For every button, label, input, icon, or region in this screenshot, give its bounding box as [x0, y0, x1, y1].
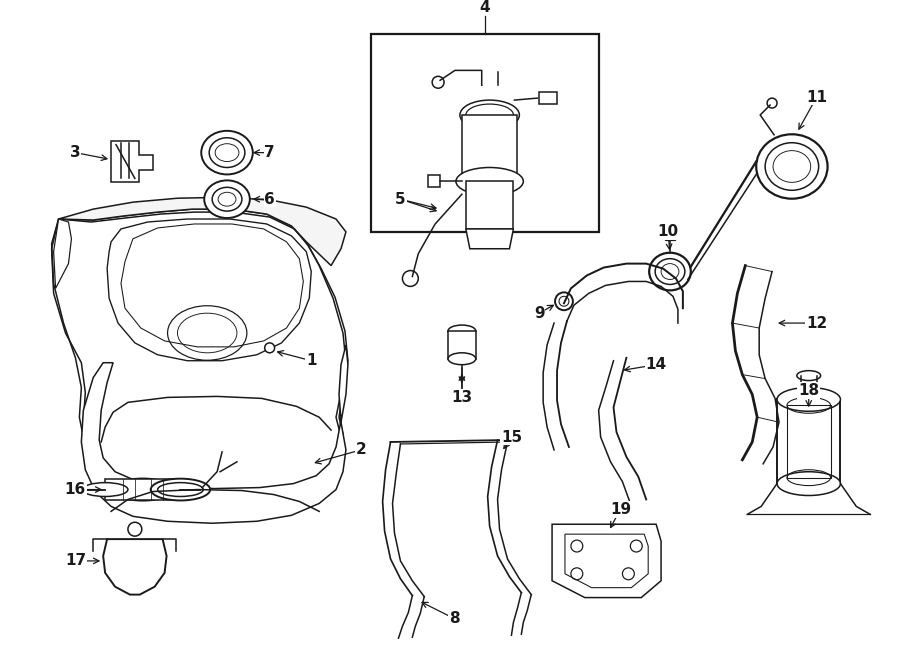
Polygon shape	[51, 209, 346, 494]
Bar	[428, 175, 440, 187]
Circle shape	[556, 293, 572, 309]
Ellipse shape	[202, 131, 253, 175]
Text: 3: 3	[70, 145, 81, 160]
Text: 7: 7	[265, 145, 275, 160]
Bar	[462, 115, 517, 179]
Bar	[787, 405, 831, 478]
Ellipse shape	[756, 134, 828, 199]
Polygon shape	[58, 197, 346, 266]
Ellipse shape	[113, 479, 173, 500]
Bar	[539, 92, 557, 104]
Text: 11: 11	[806, 90, 827, 104]
Polygon shape	[111, 141, 153, 182]
Text: 6: 6	[265, 192, 275, 207]
Ellipse shape	[448, 325, 476, 337]
Text: 13: 13	[451, 390, 472, 405]
Ellipse shape	[777, 472, 841, 496]
Bar	[665, 232, 675, 240]
Text: 17: 17	[65, 553, 86, 568]
Text: 19: 19	[610, 502, 631, 517]
Ellipse shape	[460, 100, 519, 130]
Ellipse shape	[796, 371, 821, 381]
Ellipse shape	[212, 187, 242, 211]
Circle shape	[265, 343, 274, 353]
Ellipse shape	[649, 253, 691, 290]
Circle shape	[555, 292, 573, 310]
Text: 8: 8	[449, 611, 459, 626]
Text: 5: 5	[395, 192, 406, 207]
Text: 14: 14	[645, 357, 667, 372]
Circle shape	[402, 270, 418, 286]
Text: 15: 15	[501, 430, 522, 445]
Text: 9: 9	[534, 305, 544, 321]
Ellipse shape	[209, 137, 245, 167]
Ellipse shape	[655, 258, 685, 284]
Ellipse shape	[765, 143, 819, 190]
Text: 18: 18	[798, 383, 819, 398]
Polygon shape	[466, 229, 513, 249]
Text: 16: 16	[65, 482, 86, 497]
Polygon shape	[552, 524, 662, 598]
Bar	[466, 181, 513, 229]
Ellipse shape	[448, 353, 476, 365]
Text: 1: 1	[306, 353, 317, 368]
Bar	[777, 399, 841, 484]
Text: 2: 2	[356, 442, 366, 457]
Ellipse shape	[158, 483, 203, 496]
Bar	[448, 331, 476, 359]
Ellipse shape	[456, 167, 523, 195]
Ellipse shape	[150, 479, 211, 500]
Bar	[371, 34, 598, 232]
Polygon shape	[81, 345, 348, 524]
Ellipse shape	[204, 180, 250, 218]
Text: 4: 4	[480, 1, 490, 15]
Ellipse shape	[82, 483, 128, 496]
Text: 12: 12	[806, 315, 827, 330]
Polygon shape	[54, 219, 71, 288]
Ellipse shape	[777, 387, 841, 411]
Circle shape	[432, 76, 444, 88]
Text: 5: 5	[395, 192, 406, 207]
Text: 10: 10	[658, 224, 679, 239]
Polygon shape	[107, 219, 311, 361]
Bar	[105, 479, 181, 500]
Circle shape	[767, 98, 777, 108]
